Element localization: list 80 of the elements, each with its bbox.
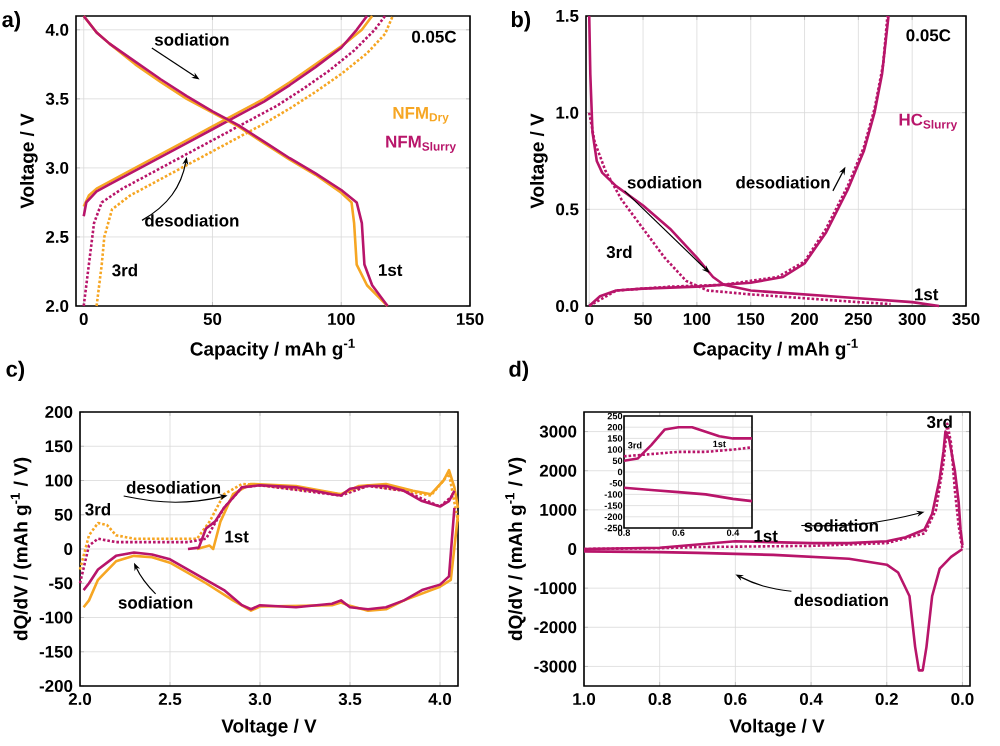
x-tick-label: 3.5	[338, 693, 362, 706]
y-tick-label: 3.5	[45, 92, 69, 105]
x-axis-title: Capacity / mAh g$^{-1}$	[693, 338, 858, 360]
y-tick-label: 1000	[540, 503, 577, 516]
x-tick-label: 0	[79, 313, 88, 326]
annotation: 3rd	[85, 503, 111, 516]
y-tick-label: -150	[39, 645, 73, 658]
x-tick-label: 4.0	[428, 693, 452, 706]
text: NFM$_{Slurry}$	[386, 135, 456, 154]
x-axis-title: Voltage / V	[729, 718, 825, 737]
x-tick-label: 150	[456, 313, 484, 326]
annotation: 1st	[225, 530, 249, 543]
annotation: 3rd	[112, 263, 137, 277]
y-tick-label: -1000	[534, 582, 577, 595]
y-tick-label: 0.5	[556, 203, 579, 216]
chart-title: c)	[6, 360, 25, 382]
y-tick-label: 2000	[539, 464, 577, 477]
y-tick-label: 0	[64, 543, 73, 555]
y-axis-title: dQ/dV / (mAh g$^{-1}$ / V)	[10, 457, 32, 641]
x-tick-label: 0.8	[648, 693, 671, 706]
x-tick-label: 0.6	[724, 693, 747, 706]
chart-title: d)	[509, 360, 529, 382]
y-tick-label: 0	[568, 543, 577, 555]
chart-title: b)	[511, 11, 531, 32]
y-tick-label: 3.0	[45, 161, 69, 174]
annotation: 1st	[754, 530, 778, 542]
x-tick-label: 2.0	[68, 693, 92, 706]
x-tick-label: 0	[585, 313, 594, 326]
annotation: 3rd	[606, 245, 632, 259]
annotation: desodiation	[145, 214, 239, 227]
chart-title: a)	[2, 11, 21, 32]
y-tick-label: 2.5	[46, 230, 69, 243]
y-tick-label: 4.0	[45, 23, 69, 36]
y-tick-label: 2.0	[46, 300, 69, 312]
annotation: 1st	[379, 264, 403, 276]
x-tick-label: 350	[952, 313, 980, 326]
y-tick-label: 50	[54, 508, 73, 521]
x-tick-label: 150	[737, 313, 765, 326]
x-tick-label: 2.5	[158, 693, 182, 706]
y-tick-label: -100	[39, 611, 73, 624]
x-tick-label: 3.0	[248, 693, 272, 706]
y-axis-title: Voltage / V	[19, 113, 38, 209]
x-tick-label: 1.0	[573, 693, 596, 706]
y-tick-label: 150	[45, 440, 73, 453]
annotation: desodiation	[736, 176, 830, 189]
y-tick-label: -2000	[534, 621, 577, 634]
annotation: 0.05C	[906, 29, 951, 42]
y-axis-title: dQ/dV / (mAh g$^{-1}$ / V)	[505, 457, 526, 641]
y-tick-label: 100	[45, 474, 73, 487]
x-tick-label: 50	[634, 313, 652, 326]
x-tick-label: 200	[791, 313, 818, 326]
y-tick-label: -200	[39, 680, 73, 692]
series-label: HC$_{Slurry}$	[899, 113, 958, 132]
annotation: sodiation	[627, 176, 702, 189]
annotation: 3rd	[926, 415, 952, 429]
x-tick-label: 0.0	[951, 693, 974, 706]
y-tick-label: 1.5	[556, 10, 579, 22]
annotation: desodiation	[126, 481, 221, 494]
annotation: 0.05C	[412, 30, 457, 43]
x-tick-label: 0.2	[875, 693, 898, 706]
y-tick-label: 3000	[539, 425, 577, 438]
annotation: 1st	[915, 288, 939, 301]
y-tick-label: 1.0	[556, 106, 579, 119]
annotation: sodiation	[118, 596, 193, 609]
x-tick-label: 50	[203, 313, 222, 326]
x-axis-title: Capacity / mAh g$^{-1}$	[190, 338, 355, 360]
x-axis-title: Voltage / V	[221, 718, 317, 737]
text: NFM$_{Dry}$	[393, 107, 449, 124]
y-tick-label: -3000	[534, 660, 577, 673]
x-tick-label: 0.4	[799, 693, 823, 706]
annotation: desodiation	[794, 593, 888, 607]
annotation: sodiation	[154, 33, 229, 46]
y-tick-label: 0.0	[556, 300, 579, 312]
y-axis-title: Voltage / V	[529, 113, 548, 209]
x-tick-label: 100	[683, 313, 711, 326]
x-tick-label: 100	[328, 313, 355, 326]
x-tick-label: 300	[898, 313, 926, 326]
x-tick-label: 250	[844, 313, 872, 326]
y-tick-label: 200	[45, 406, 73, 418]
y-tick-label: -50	[49, 577, 73, 590]
